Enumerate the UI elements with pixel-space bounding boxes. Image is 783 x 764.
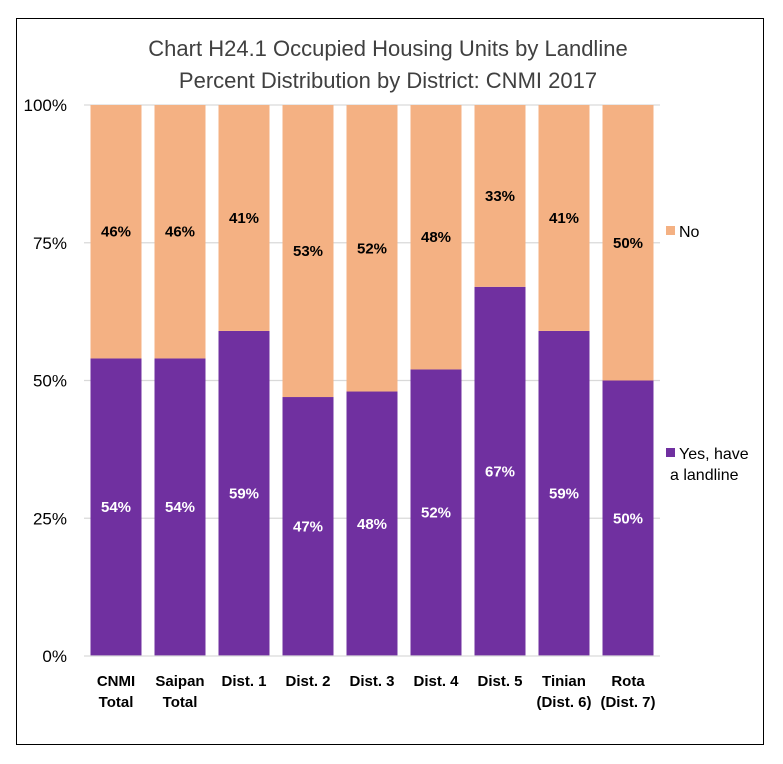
data-label: 67%: [485, 463, 515, 480]
data-label: 50%: [613, 510, 643, 527]
data-label: 59%: [549, 485, 579, 502]
x-tick-label: Dist. 4: [413, 673, 459, 690]
data-labels: 54% 46% 54% 46% 59% 41% 47% 53% 48% 52% 52% 48% 67% 3…: [101, 188, 643, 536]
data-label: 47%: [293, 519, 323, 536]
bar-segment: [474, 286, 526, 656]
bar-segment: [282, 105, 334, 398]
bar-segment: [602, 380, 654, 656]
bar-segment: [346, 391, 398, 656]
data-label: 41%: [229, 210, 259, 227]
x-tick-label: Total: [163, 694, 198, 711]
bar-segment: [90, 358, 142, 656]
x-tick-label: Rota: [611, 673, 645, 690]
x-axis: CNMI Total Saipan Total Dist. 1 Dist. 2 Dist. …: [84, 655, 660, 711]
legend-label: No: [679, 224, 700, 241]
x-tick-label: Tinian: [542, 673, 586, 690]
data-label: 46%: [101, 224, 131, 241]
bar-segment: [154, 358, 206, 656]
x-tick-label: CNMI: [97, 673, 135, 690]
chart-title-line-2: Percent Distribution by District: CNMI 2…: [179, 68, 597, 93]
bar-segment: [346, 105, 398, 392]
x-tick-label: Total: [99, 694, 134, 711]
legend-swatch: [666, 226, 675, 235]
bar-segment: [218, 330, 270, 656]
data-label: 41%: [549, 210, 579, 227]
chart-title-line-1: Chart H24.1 Occupied Housing Units by La…: [148, 36, 627, 61]
x-tick-label: (Dist. 6): [536, 694, 591, 711]
x-tick-label: Dist. 1: [221, 673, 266, 690]
data-label: 50%: [613, 235, 643, 252]
data-label: 54%: [165, 499, 195, 516]
y-tick-label: 50%: [33, 372, 67, 391]
data-label: 48%: [357, 516, 387, 533]
y-tick-label: 25%: [33, 509, 67, 528]
x-tick-label: Dist. 2: [285, 673, 330, 690]
data-label: 52%: [357, 240, 387, 257]
bar-segment: [90, 105, 142, 359]
legend-label: a landline: [670, 467, 739, 484]
x-tick-label: Dist. 5: [477, 673, 522, 690]
data-label: 33%: [485, 188, 515, 205]
y-tick-label: 100%: [24, 96, 67, 115]
data-label: 48%: [421, 229, 451, 246]
x-tick-label: Dist. 3: [349, 673, 394, 690]
bar-segment: [282, 397, 334, 656]
y-axis: 0% 25% 50% 75% 100%: [24, 96, 67, 666]
legend-label: Yes, have: [679, 446, 749, 463]
data-label: 52%: [421, 505, 451, 522]
bar-segment: [602, 105, 654, 381]
y-tick-label: 0%: [42, 647, 67, 666]
legend: Yes, have a landline No: [666, 224, 749, 484]
bar-segment: [154, 105, 206, 359]
data-label: 46%: [165, 224, 195, 241]
x-tick-label: Saipan: [155, 673, 204, 690]
chart-title: Chart H24.1 Occupied Housing Units by La…: [148, 36, 627, 93]
x-tick-label: (Dist. 7): [600, 694, 655, 711]
data-label: 53%: [293, 243, 323, 260]
bar-segment: [538, 105, 590, 331]
legend-swatch: [666, 448, 675, 457]
data-label: 54%: [101, 499, 131, 516]
bar-segment: [474, 105, 526, 287]
bar-segment: [218, 105, 270, 331]
data-label: 59%: [229, 485, 259, 502]
bar-segment: [410, 105, 462, 370]
bars: [90, 105, 654, 656]
y-tick-label: 75%: [33, 234, 67, 253]
bar-segment: [538, 330, 590, 656]
bar-segment: [410, 369, 462, 656]
